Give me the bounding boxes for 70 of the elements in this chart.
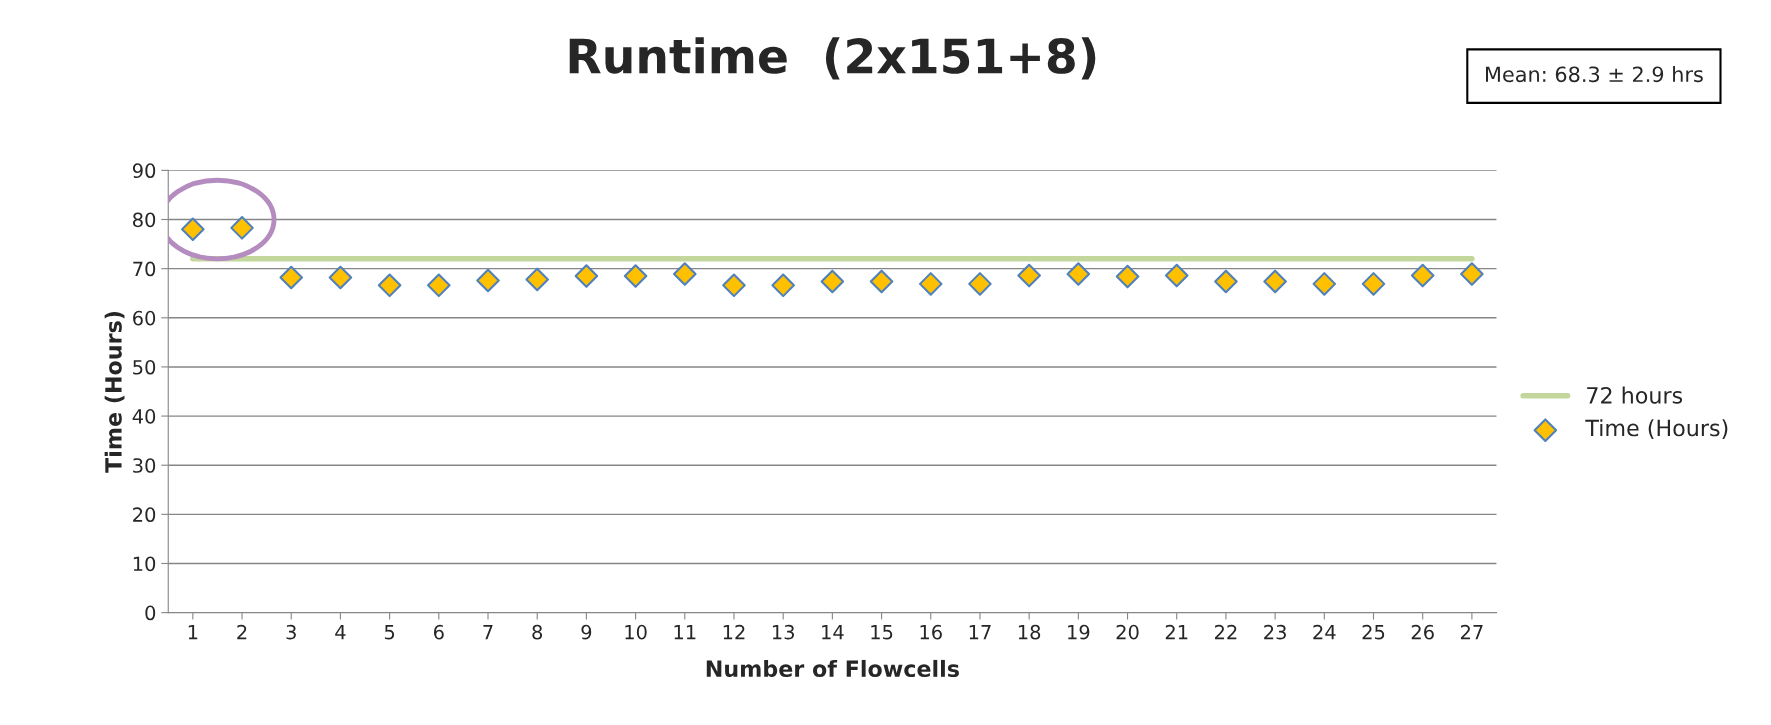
legend-label: Time (Hours) — [1585, 419, 1728, 439]
point — [230, 216, 254, 240]
point — [918, 272, 943, 296]
y-axis-title: Time (Hours) — [104, 311, 125, 473]
x-tick-label: 19 — [1068, 624, 1090, 640]
point — [1263, 269, 1287, 294]
x-tick-label: 8 — [532, 624, 543, 640]
point — [1361, 272, 1386, 296]
point — [574, 264, 599, 288]
y-tick-label: 0 — [145, 605, 156, 621]
text: Mean: 68.3 ± 2.9 hrs — [1486, 66, 1703, 83]
x-tick-label: 15 — [871, 625, 893, 640]
x-tick-label: 14 — [822, 625, 844, 640]
point — [722, 273, 746, 298]
x-tick-label: 16 — [920, 624, 942, 640]
y-tick-label: 20 — [133, 507, 156, 523]
x-tick-label: 20 — [1116, 624, 1139, 640]
y-tick-label: 40 — [132, 409, 156, 424]
point — [1115, 264, 1140, 289]
point — [820, 269, 845, 294]
point — [623, 264, 648, 288]
point — [771, 273, 795, 298]
point — [1460, 262, 1484, 286]
y-tick-label: 90 — [132, 163, 156, 179]
x-axis-title: Number of Flowcells — [706, 659, 959, 678]
point — [427, 273, 451, 298]
x-tick-label: 4 — [335, 625, 346, 640]
x-tick-label: 22 — [1214, 624, 1237, 640]
point — [968, 272, 992, 296]
point — [328, 265, 353, 290]
x-tick-label: 27 — [1460, 624, 1483, 640]
x-tick-label: 2 — [237, 624, 247, 640]
x-tick-label: 1 — [188, 625, 198, 640]
point — [525, 267, 549, 292]
x-tick-label: 23 — [1264, 624, 1286, 640]
point — [1164, 263, 1189, 288]
y-tick-label: 30 — [133, 458, 156, 473]
y-tick-label: 50 — [133, 359, 156, 375]
x-tick-label: 21 — [1165, 624, 1188, 640]
point — [377, 273, 402, 298]
x-tick-label: 26 — [1411, 624, 1434, 640]
x-tick-label: 25 — [1362, 624, 1385, 640]
point — [1312, 272, 1337, 296]
y-tick-label: 70 — [133, 261, 156, 277]
legend-label: 72 hours — [1587, 386, 1683, 404]
x-tick-label: 10 — [625, 624, 647, 640]
x-tick-label: 24 — [1313, 624, 1336, 640]
x-tick-label: 17 — [969, 625, 991, 640]
point — [1066, 262, 1091, 286]
x-tick-label: 3 — [286, 624, 296, 640]
y-tick-label: 10 — [133, 556, 156, 572]
x-tick-label: 7 — [483, 625, 493, 640]
point — [869, 269, 894, 294]
point — [1214, 269, 1238, 294]
point — [1017, 263, 1041, 288]
x-tick-label: 9 — [581, 624, 592, 640]
point — [476, 268, 500, 293]
point — [1410, 263, 1435, 288]
chart-title: Runtime (2x151+8) — [569, 37, 1096, 80]
x-tick-label: 11 — [674, 625, 696, 640]
point — [279, 265, 304, 290]
point — [181, 217, 205, 242]
x-tick-label: 18 — [1018, 624, 1041, 640]
x-tick-label: 5 — [384, 625, 395, 640]
x-tick-label: 12 — [723, 624, 745, 640]
y-tick-label: 80 — [133, 212, 156, 228]
point — [672, 262, 697, 286]
x-tick-label: 6 — [433, 624, 444, 640]
x-tick-label: 13 — [772, 624, 794, 640]
y-tick-label: 60 — [133, 310, 156, 326]
